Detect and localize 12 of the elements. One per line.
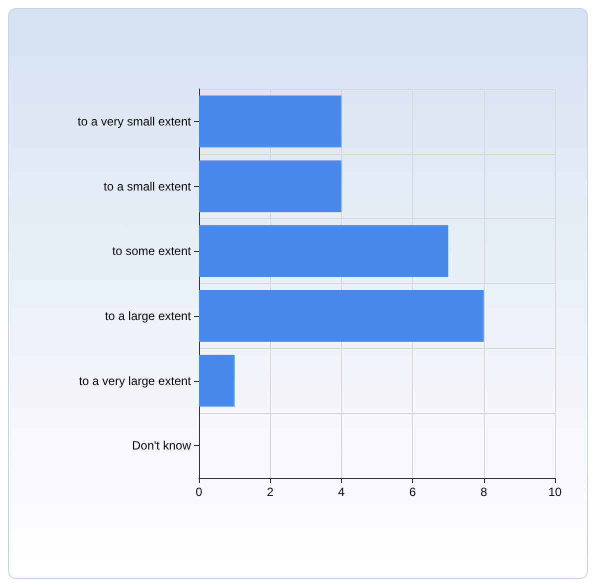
y-tick-label: to some extent: [112, 244, 192, 258]
x-tick-label: 0: [196, 485, 203, 499]
x-tick-label: 10: [548, 485, 562, 499]
y-tick-label: Don't know: [132, 438, 192, 453]
x-tick-label: 2: [266, 485, 274, 499]
x-tick-label: 8: [480, 485, 488, 499]
y-tick-label: to a very small extent: [78, 114, 192, 128]
x-tick-label: 4: [338, 485, 346, 499]
y-tick-label: to a small extent: [104, 179, 192, 194]
y-tick-label: to a very large extent: [78, 374, 192, 388]
x-tick-label: 6: [409, 485, 416, 499]
y-tick-label: to a large extent: [104, 308, 192, 323]
